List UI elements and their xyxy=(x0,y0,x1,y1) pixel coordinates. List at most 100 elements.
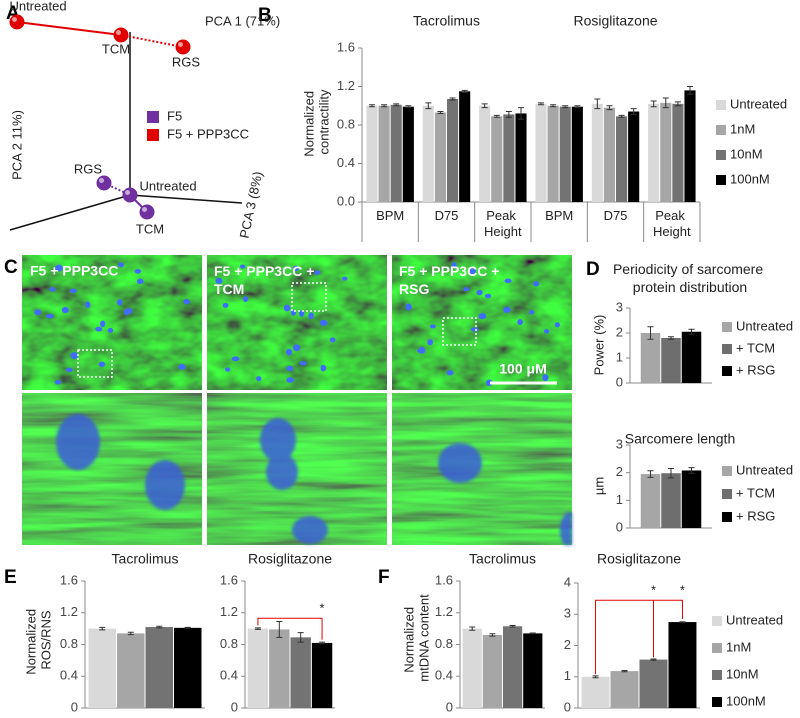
bar xyxy=(668,622,697,708)
nucleus xyxy=(222,302,229,308)
y-tick-label: 0.8 xyxy=(220,636,238,651)
y-tick-label: 1.6 xyxy=(60,572,78,587)
y-tick-label: 0.0 xyxy=(337,193,355,208)
nucleus xyxy=(85,301,91,309)
y-tick-label: 0 xyxy=(616,519,623,534)
bar xyxy=(571,106,583,202)
y-tick-label: 3 xyxy=(616,299,623,314)
panel-title: Tacrolimus xyxy=(469,551,536,567)
bar xyxy=(503,626,523,708)
error-bar xyxy=(647,326,654,340)
error-bar xyxy=(594,98,601,110)
y-axis-label: Normalized ROS/RNS xyxy=(24,605,54,674)
y-tick-label: 3 xyxy=(616,436,623,451)
nuclei xyxy=(34,262,560,387)
bar xyxy=(482,634,502,708)
error-bar xyxy=(574,105,581,109)
y-tick-label: 0.4 xyxy=(435,668,453,683)
micrograph-title: F5 + PPP3CC + TCM xyxy=(214,263,318,297)
y-axis-label: Normalized contractility xyxy=(302,87,332,156)
pca-point-label: TCM xyxy=(136,221,164,236)
y-axis-label: Power (%) xyxy=(591,315,606,376)
legend-label: 100nM xyxy=(726,693,766,708)
legend-label: F5 xyxy=(167,108,182,123)
error-bar xyxy=(493,114,500,118)
legend-label: 100nM xyxy=(730,171,770,186)
legend-label: 10nM xyxy=(730,146,763,161)
chart-title: Sarcomere length xyxy=(625,431,736,447)
panel-label: E xyxy=(4,567,17,588)
nucleus xyxy=(298,310,305,317)
nucleus xyxy=(314,270,321,275)
error-bar xyxy=(489,633,496,637)
nucleus xyxy=(134,268,142,274)
error-bar xyxy=(647,470,654,478)
bar xyxy=(247,628,269,708)
nucleus xyxy=(98,361,106,367)
error-bar xyxy=(481,103,488,109)
y-tick-label: 4 xyxy=(564,574,571,589)
scale-bar-label: 100 μM xyxy=(499,361,546,377)
error-bar xyxy=(650,658,657,661)
x-tick-label: BPM xyxy=(545,208,573,223)
bar xyxy=(174,627,202,708)
error-bar xyxy=(537,102,544,106)
pca-point-label: RGS xyxy=(74,161,103,176)
legend-label: 10nM xyxy=(726,666,759,681)
error-bar xyxy=(437,111,444,114)
pca-point-label: RGS xyxy=(172,54,201,69)
bar xyxy=(366,105,378,202)
nucleus xyxy=(54,264,63,272)
nucleus xyxy=(45,313,54,319)
pca-point-label: Untreated xyxy=(139,178,196,193)
nucleus xyxy=(225,367,231,372)
micrographs xyxy=(22,255,572,545)
bar xyxy=(378,105,390,202)
nucleus xyxy=(95,326,103,332)
bar xyxy=(640,333,661,383)
nucleus xyxy=(533,281,540,287)
panel-title: Rosiglitazone xyxy=(597,551,681,567)
y-tick-label: 1 xyxy=(564,668,571,683)
bar xyxy=(648,103,660,202)
nuclei xyxy=(56,414,572,545)
bar xyxy=(402,106,414,202)
bar xyxy=(515,113,527,202)
nucleus xyxy=(418,346,426,354)
nucleus xyxy=(470,327,479,332)
pca-link xyxy=(120,34,184,48)
bar xyxy=(145,627,173,708)
pca-point xyxy=(175,39,191,55)
bar xyxy=(459,91,471,202)
x-tick-label: D75 xyxy=(435,208,459,223)
significance-label: * xyxy=(651,583,656,598)
legend-label: + RSG xyxy=(736,508,775,523)
error-bar xyxy=(276,620,283,638)
bar xyxy=(661,338,681,383)
nucleus xyxy=(231,356,240,362)
nucleus xyxy=(117,262,124,268)
error-bar xyxy=(688,328,695,335)
y-tick-label: 3 xyxy=(564,606,571,621)
y-tick-label: 0 xyxy=(564,699,571,714)
pca-point xyxy=(9,14,25,30)
legend-label: Untreated xyxy=(736,318,793,333)
pca-point-highlight xyxy=(12,17,17,22)
y-tick-label: 1.2 xyxy=(220,604,238,619)
nucleus xyxy=(476,289,483,296)
nucleus xyxy=(116,299,123,306)
legend-label: F5 + PPP3CC xyxy=(167,126,249,141)
error-bar xyxy=(518,107,525,120)
panel-title: Tacrolimus xyxy=(112,551,179,567)
nucleus xyxy=(61,306,69,314)
micrograph xyxy=(22,255,202,390)
panel-label: F xyxy=(378,567,390,588)
micrograph-zoom xyxy=(392,393,572,545)
bar xyxy=(269,629,290,708)
y-tick-label: 1.6 xyxy=(337,39,355,54)
pca-point-highlight xyxy=(142,207,147,212)
legend-label: + TCM xyxy=(736,485,775,500)
legend-label: + TCM xyxy=(736,340,775,355)
bar xyxy=(581,676,610,708)
error-bar xyxy=(562,105,569,109)
